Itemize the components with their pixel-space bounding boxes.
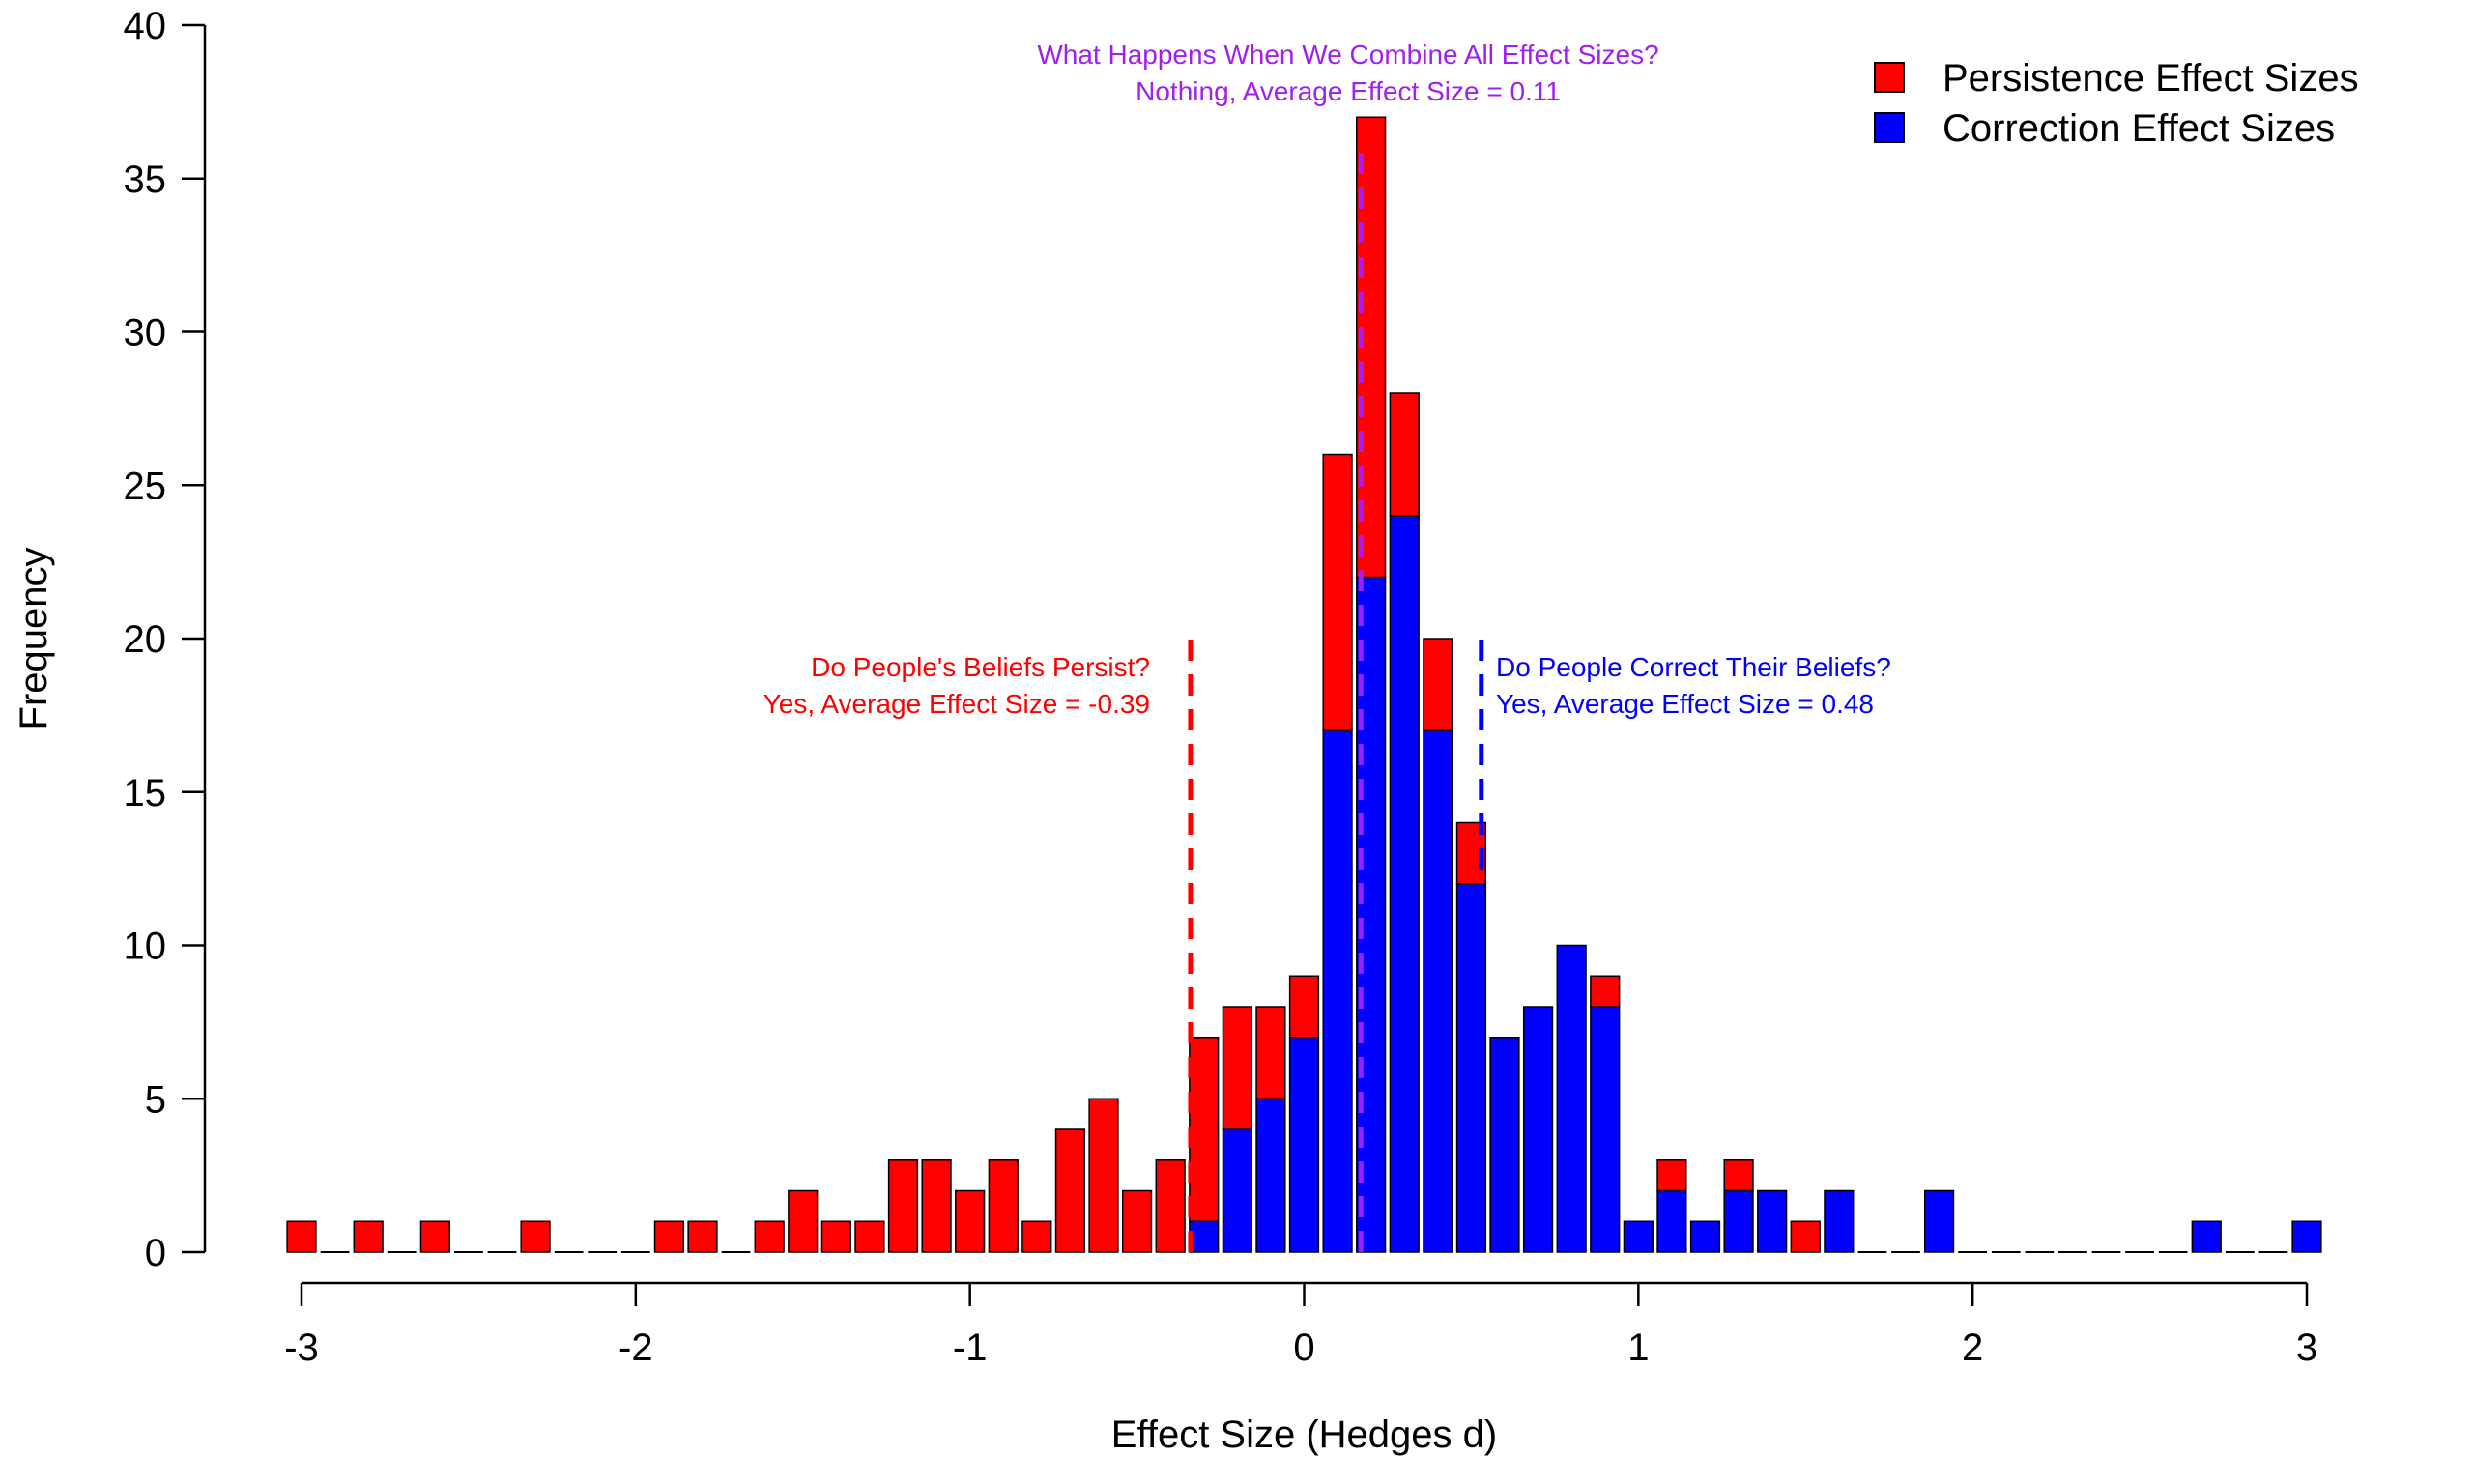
bar-persistence-24 bbox=[1088, 1098, 1119, 1253]
bar-correction-27 bbox=[1189, 1220, 1220, 1253]
bar-persistence-15 bbox=[788, 1189, 819, 1253]
x-tick-label-5: 2 bbox=[1962, 1327, 1983, 1369]
bar-persistence-34 bbox=[1423, 638, 1453, 731]
bar-persistence-39 bbox=[1590, 975, 1621, 1008]
bar-persistence-20 bbox=[955, 1189, 986, 1253]
bar-correction-38 bbox=[1556, 944, 1587, 1253]
y-tick-label-2: 10 bbox=[124, 926, 167, 968]
bar-persistence-11 bbox=[653, 1220, 685, 1253]
y-tick-label-1: 5 bbox=[145, 1078, 166, 1121]
bar-persistence-17 bbox=[854, 1220, 885, 1253]
y-tick-label-5: 25 bbox=[124, 465, 167, 507]
bar-persistence-41 bbox=[1656, 1159, 1687, 1192]
y-tick-label-8: 40 bbox=[124, 5, 167, 47]
bar-persistence-27 bbox=[1189, 1037, 1220, 1222]
bar-correction-41 bbox=[1656, 1189, 1687, 1253]
annotation-0-line-1: Yes, Average Effect Size = -0.39 bbox=[763, 689, 1150, 719]
x-axis-title: Effect Size (Hedges d) bbox=[1111, 1413, 1497, 1456]
bar-persistence-21 bbox=[988, 1159, 1019, 1253]
bar-persistence-25 bbox=[1121, 1189, 1153, 1253]
x-tick-label-3: 0 bbox=[1293, 1327, 1314, 1369]
y-tick-label-6: 30 bbox=[124, 312, 167, 355]
bars-layer bbox=[286, 116, 2322, 1253]
legend-swatch-0 bbox=[1874, 62, 1905, 93]
annotation-2-line-1: Nothing, Average Effect Size = 0.11 bbox=[1136, 76, 1561, 106]
annotation-0-line-0: Do People's Beliefs Persist? bbox=[811, 652, 1150, 682]
bar-correction-34 bbox=[1423, 729, 1453, 1253]
bar-correction-30 bbox=[1288, 1037, 1320, 1253]
annotation-1-line-0: Do People Correct Their Beliefs? bbox=[1496, 652, 1891, 682]
x-tick-label-1: -2 bbox=[618, 1327, 653, 1369]
annotation-2-line-0: What Happens When We Combine All Effect … bbox=[1037, 40, 1658, 70]
bar-persistence-0 bbox=[286, 1220, 317, 1253]
bar-correction-39 bbox=[1590, 1006, 1621, 1253]
bar-correction-28 bbox=[1222, 1128, 1252, 1253]
bar-correction-57 bbox=[2191, 1220, 2222, 1253]
bar-persistence-45 bbox=[1790, 1220, 1821, 1253]
bar-persistence-28 bbox=[1222, 1006, 1252, 1130]
bar-persistence-33 bbox=[1389, 392, 1420, 517]
bar-persistence-7 bbox=[520, 1220, 551, 1253]
annotation-1-line-1: Yes, Average Effect Size = 0.48 bbox=[1496, 689, 1874, 719]
y-tick-label-7: 35 bbox=[124, 158, 167, 201]
bar-persistence-30 bbox=[1288, 975, 1320, 1039]
bar-correction-44 bbox=[1757, 1189, 1788, 1253]
bar-persistence-4 bbox=[419, 1220, 450, 1253]
x-tick-label-2: -1 bbox=[953, 1327, 988, 1369]
annotations-layer: Do People's Beliefs Persist? Yes, Average… bbox=[763, 40, 1891, 719]
bar-correction-40 bbox=[1623, 1220, 1654, 1253]
bar-persistence-18 bbox=[887, 1159, 919, 1253]
y-axis-title: Frequency bbox=[13, 548, 55, 730]
bar-persistence-19 bbox=[921, 1159, 952, 1253]
bar-persistence-2 bbox=[353, 1220, 384, 1253]
reference-lines-layer bbox=[1188, 148, 1484, 1252]
bar-correction-33 bbox=[1389, 515, 1420, 1253]
y-tick-label-4: 20 bbox=[124, 618, 167, 661]
bar-correction-49 bbox=[1923, 1189, 1955, 1253]
bar-persistence-29 bbox=[1255, 1006, 1286, 1099]
bar-persistence-22 bbox=[1021, 1220, 1052, 1253]
bar-correction-46 bbox=[1824, 1189, 1855, 1253]
bar-persistence-43 bbox=[1723, 1159, 1754, 1192]
bar-correction-37 bbox=[1522, 1006, 1554, 1253]
y-tick-label-3: 15 bbox=[124, 772, 167, 814]
bar-persistence-14 bbox=[754, 1220, 785, 1253]
bar-correction-60 bbox=[2291, 1220, 2322, 1253]
legend: Persistence Effect Sizes Correction Effec… bbox=[1874, 57, 2359, 150]
bar-persistence-12 bbox=[687, 1220, 718, 1253]
bar-correction-43 bbox=[1723, 1189, 1754, 1253]
bar-persistence-16 bbox=[820, 1220, 851, 1253]
legend-label-1: Correction Effect Sizes bbox=[1942, 107, 2335, 150]
x-tick-label-4: 1 bbox=[1627, 1327, 1649, 1369]
bar-correction-31 bbox=[1322, 729, 1353, 1253]
y-tick-label-0: 0 bbox=[145, 1232, 166, 1274]
bar-persistence-31 bbox=[1322, 453, 1353, 731]
bar-persistence-23 bbox=[1054, 1128, 1086, 1253]
bar-correction-29 bbox=[1255, 1098, 1286, 1253]
bar-persistence-26 bbox=[1155, 1159, 1186, 1253]
legend-label-0: Persistence Effect Sizes bbox=[1942, 57, 2359, 100]
bar-correction-36 bbox=[1489, 1037, 1520, 1253]
legend-swatch-1 bbox=[1874, 112, 1905, 143]
x-tick-label-6: 3 bbox=[2296, 1327, 2317, 1369]
x-tick-label-0: -3 bbox=[284, 1327, 319, 1369]
axes-layer: 0 5 10 15 20 25 30 35 40 -3 -2 -1 0 1 2 3 Effect Size (H… bbox=[13, 5, 2317, 1456]
bar-correction-42 bbox=[1689, 1220, 1721, 1253]
